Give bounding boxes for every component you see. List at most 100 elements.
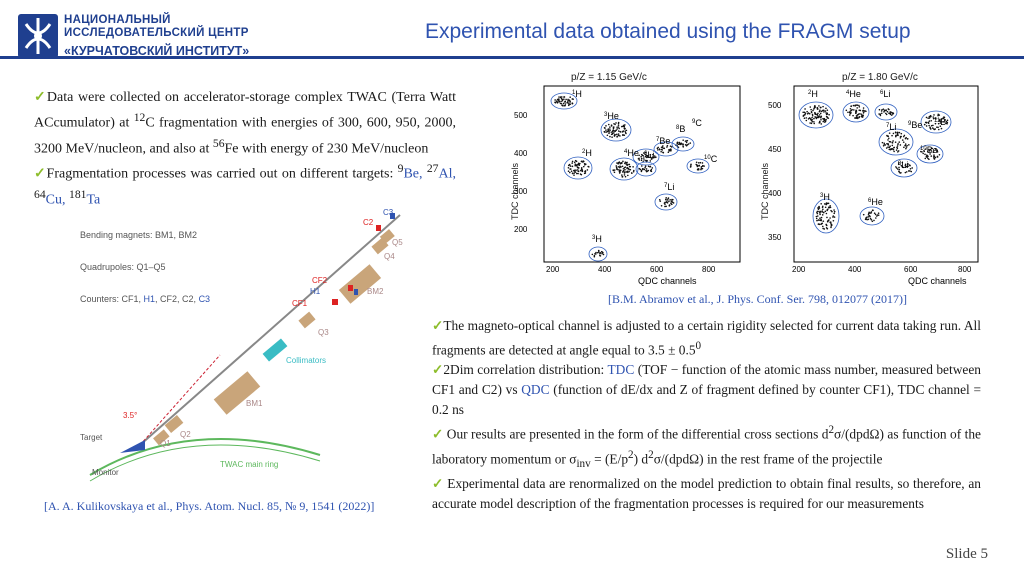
plot-left-cluster-8-point [698,162,700,164]
plot-right-cluster-5-point [920,150,922,153]
label-cf2: CF2 [312,276,328,285]
plot-left-cluster-7-point [644,165,647,168]
plot-left-cluster-0-point [569,96,571,98]
plot-left-cluster-5-point [579,173,582,175]
plot-right-cluster-0-point [804,108,806,110]
plot-left-cluster-3-point [667,151,670,154]
plot-right-cluster-7-point [818,206,820,208]
plot-left-cluster-6-point [627,174,629,177]
plot-right-cluster-5-point [928,150,931,152]
plot-left-cluster-0-point [571,102,574,105]
angle-line [139,354,221,446]
plot-right-cluster-1-point [848,114,851,116]
plot-right-cluster-4-point [904,144,907,147]
plot-right-cluster-4-point [891,134,893,137]
label-collimators: Collimators [286,356,326,365]
legend-magnets: Bending magnets: BM1, BM2 [80,230,197,240]
plot-left-cluster-6-point [622,160,624,163]
target-be: Be, [403,166,423,182]
plot-left-cluster-5-point [569,168,571,170]
right-para-3e: σ/(dpdΩ) in the rest frame of the projec… [653,451,883,467]
plot-right-cluster-5-point [929,153,931,155]
plot-right-cluster-4-point [899,135,902,138]
plot-left-cluster-0-point [567,100,569,103]
plot-left-xtick-600: 600 [650,265,664,274]
plot-right-cluster-6-point [898,168,901,171]
plot-left-xtick-200: 200 [546,265,560,274]
plot-left-cluster-6-point [621,174,623,176]
plot-left-cluster-6-point [626,163,628,166]
plot-left-cluster-0-point [563,96,565,98]
plot-left-cluster-5-point [575,169,577,171]
plot-left-cluster-2-point [682,146,685,148]
plot-right-cluster-0-point [810,118,812,120]
plot-left-cluster-5-point [576,166,579,169]
plot-left-cluster-7-point [647,169,650,172]
plot-right-cluster-4-point [901,139,904,141]
plot-right-cluster-1-point [855,115,858,117]
plot-left-cluster-1-point [606,134,609,137]
plot-left-cluster-2-point [686,139,689,142]
plot-right-cluster-0-point [813,122,815,125]
plot-left-cluster-0-point [564,104,566,107]
plot-right-cluster-8-point [867,213,870,216]
plot-right-cluster-7-point [832,219,835,222]
label-q4: Q4 [384,252,395,261]
plot-right-cluster-5-point [924,157,927,160]
plot-left-cluster-8-point [699,161,702,164]
plot-right-cluster-0-point [813,120,815,123]
plot-left-cluster-10-point [600,250,603,253]
plot-right-cluster-6-point [897,162,900,164]
plot-right-cluster-7-point [830,224,833,226]
isotope-label: 3He [604,111,619,121]
plot-right-cluster-0-point [811,120,814,123]
plot-right-cluster-3-point [943,116,946,119]
plot-right-cluster-2-point [879,114,882,117]
plot-left-ytick-300: 300 [514,187,528,196]
legend-counters-prefix: Counters: CF1, [80,294,144,304]
plot-left-cluster-6-point [615,166,618,169]
plot-right-cluster-0-point [827,117,830,119]
plot-left-cluster-3-point [660,150,662,153]
plot-right-cluster-8-point [867,216,870,218]
plot-right-cluster-4-point [892,148,895,151]
plot-left-cluster-2-point [685,144,688,146]
plot-right-cluster-3-point [925,125,928,127]
plot-right-cluster-7-point [820,216,823,219]
plot-left-cluster-5-point [567,170,570,173]
plot-right-cluster-3-point [939,122,942,124]
plot-left-cluster-9-point [670,202,672,205]
plot-left-cluster-4-point [640,157,643,160]
plot-right-cluster-0-point [825,112,827,114]
plot-left-cluster-5-point [574,171,577,173]
plot-right-cluster-2-point [887,108,890,110]
plot-left-cluster-6-point [615,165,618,167]
plot-left-cluster-1-point [622,125,624,128]
plot-right-cluster-0-point [804,112,807,115]
plot-left-cluster-3-point [657,149,659,151]
plot-right-cluster-3-point [942,121,944,123]
legend-counters-mid: , CF2, C2, [155,294,199,304]
plot-right-cluster-4-point [906,137,909,140]
right-para-3-sup-c: 2 [648,448,654,461]
plot-right-cluster-4-point [904,143,907,145]
plot-right-cluster-0-point [819,106,822,109]
plot-right-ytick-400: 400 [768,189,782,198]
plot-left-cluster-1-point [613,126,615,128]
plot-left-cluster-1-point [609,135,611,138]
plot-left-cluster-6-point [619,162,621,164]
plot-right-cluster-7-point [815,215,818,218]
plot-right-cluster-3-point [927,121,930,124]
cf2-counter [348,285,353,291]
plot-right-cluster-4-point [894,131,897,133]
plot-right-cluster-3-point [929,127,932,130]
plot-left-cluster-10-point [595,253,597,255]
plot-left-cluster-0-point [557,98,559,101]
plot-right-cluster-2-point [885,113,888,116]
plot-left-cluster-5-point [571,162,573,164]
plot-right-cluster-6-point [911,167,913,169]
plot-right-cluster-1-point [861,110,864,112]
plot-left-cluster-3-point [662,145,664,147]
plot-left-cluster-5-point [576,169,579,171]
plot-left-cluster-6-point [613,171,616,174]
